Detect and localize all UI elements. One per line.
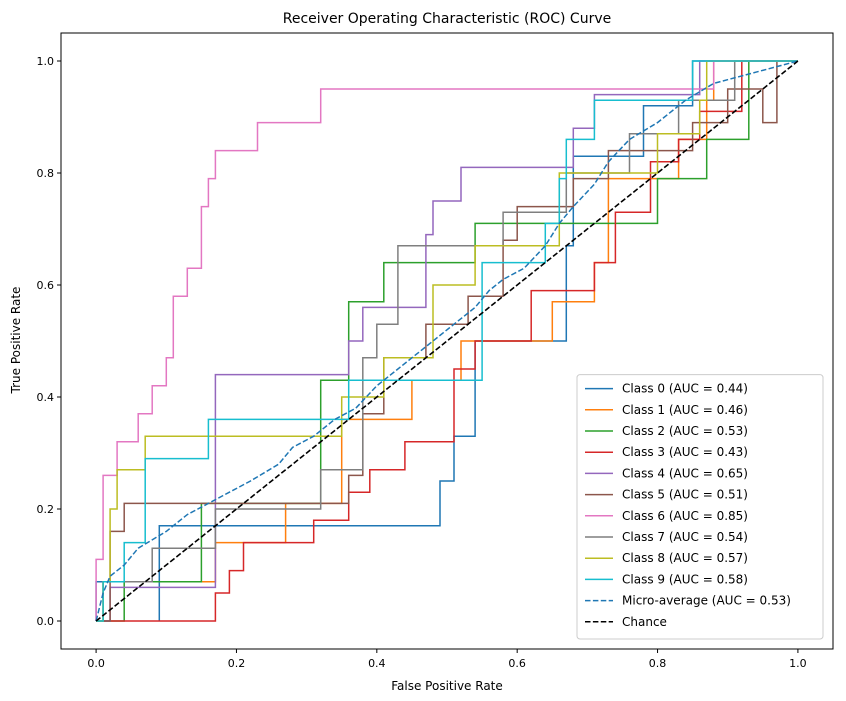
- legend-label-6: Class 6 (AUC = 0.85): [622, 509, 748, 523]
- y-tick-label-5: 1.0: [37, 55, 55, 68]
- legend-label-0: Class 0 (AUC = 0.44): [622, 382, 748, 396]
- plot-frame: [60, 32, 834, 650]
- x-tick-label-5: 1.0: [789, 657, 807, 670]
- y-tick-label-2: 0.4: [37, 391, 55, 404]
- y-tick-label-3: 0.6: [37, 279, 55, 292]
- legend-label-2: Class 2 (AUC = 0.53): [622, 424, 748, 438]
- legend-label-1: Class 1 (AUC = 0.46): [622, 403, 748, 417]
- x-tick-label-0: 0.0: [87, 657, 105, 670]
- legend-label-3: Class 3 (AUC = 0.43): [622, 445, 748, 459]
- chart-title: Receiver Operating Characteristic (ROC) …: [283, 11, 612, 27]
- series-line-7: [96, 60, 798, 622]
- legend-label-5: Class 5 (AUC = 0.51): [622, 488, 748, 502]
- series-line-0: [95, 60, 798, 621]
- y-tick-label-4: 0.8: [37, 167, 55, 180]
- x-tick-label-3: 0.6: [508, 657, 526, 670]
- series-line-6: [95, 60, 798, 621]
- series-line-3: [96, 60, 798, 622]
- legend: Class 0 (AUC = 0.44) Class 1 (AUC = 0.46)…: [576, 374, 824, 640]
- series-line-10: [95, 60, 799, 622]
- legend-label-7: Class 7 (AUC = 0.54): [622, 530, 748, 544]
- series-line-2: [96, 60, 798, 622]
- legend-label-11: Chance: [622, 615, 667, 629]
- plot-area: 0.0 0.2 0.4 0.6 0.8 1.0 0.0 0.2 0.4 0.6 0.8 1.0 Clas…: [37, 32, 834, 670]
- y-tick-label-0: 0.0: [37, 615, 55, 628]
- legend-box: [576, 374, 824, 640]
- series-line-8: [96, 60, 798, 622]
- y-axis-label: True Positive Rate: [9, 287, 23, 395]
- series-line-5: [96, 60, 798, 622]
- x-tick-label-1: 0.2: [228, 657, 246, 670]
- y-tick-label-1: 0.2: [37, 503, 55, 516]
- x-axis-label: False Positive Rate: [391, 679, 503, 693]
- legend-label-4: Class 4 (AUC = 0.65): [622, 466, 748, 480]
- legend-label-9: Class 9 (AUC = 0.58): [622, 572, 748, 586]
- legend-label-10: Micro-average (AUC = 0.53): [622, 594, 791, 608]
- x-tick-label-2: 0.4: [368, 657, 386, 670]
- legend-label-8: Class 8 (AUC = 0.57): [622, 551, 748, 565]
- series-line-9: [96, 60, 798, 622]
- x-tick-label-4: 0.8: [649, 657, 667, 670]
